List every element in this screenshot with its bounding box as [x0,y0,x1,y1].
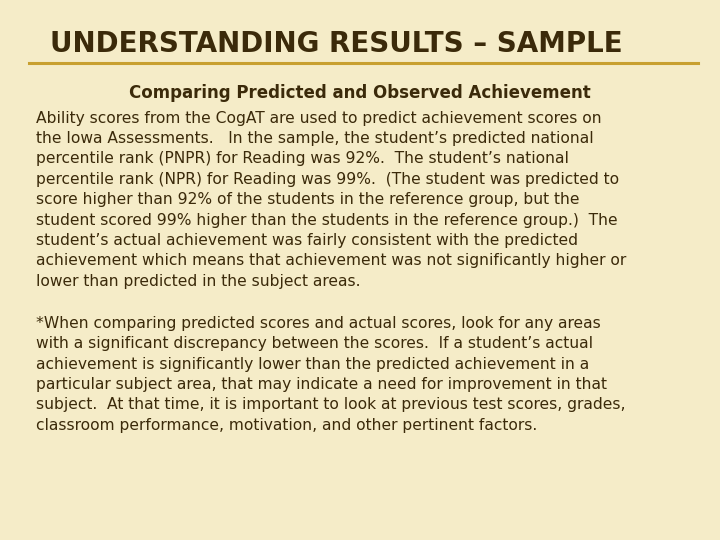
Text: *When comparing predicted scores and actual scores, look for any areas
with a si: *When comparing predicted scores and act… [36,316,626,433]
Text: UNDERSTANDING RESULTS – SAMPLE: UNDERSTANDING RESULTS – SAMPLE [50,30,623,58]
Text: Comparing Predicted and Observed Achievement: Comparing Predicted and Observed Achieve… [129,84,591,102]
Text: Ability scores from the CogAT are used to predict achievement scores on
the Iowa: Ability scores from the CogAT are used t… [36,111,626,289]
